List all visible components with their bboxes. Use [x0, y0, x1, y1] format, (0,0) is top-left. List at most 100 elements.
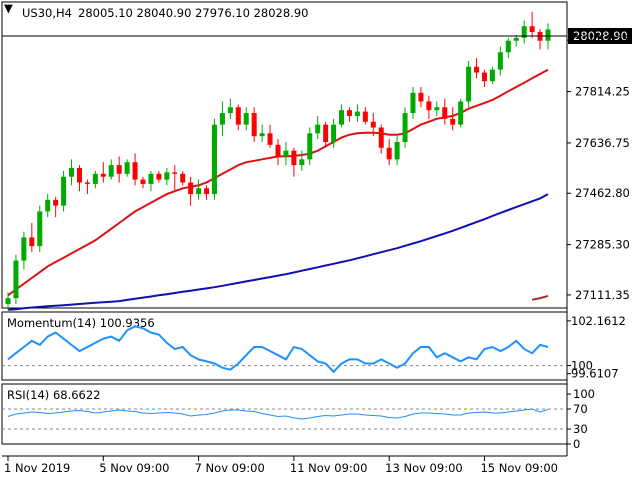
candle-body — [283, 150, 289, 157]
candle-body — [339, 110, 345, 125]
ma-long-line — [531, 294, 549, 301]
collapse-triangle-icon[interactable]: ▼ — [4, 1, 13, 15]
time-tick-label: 11 Nov 09:00 — [290, 461, 368, 475]
candle-body — [521, 26, 527, 38]
candle-body — [227, 107, 233, 114]
candle-body — [307, 133, 313, 160]
candle-body — [235, 107, 241, 125]
ma-slow-line — [7, 193, 549, 311]
rsi-tick-label: 70 — [573, 402, 588, 416]
candle-body — [92, 173, 98, 184]
candle-body — [426, 101, 432, 111]
time-tick-label: 15 Nov 09:00 — [480, 461, 558, 475]
candle-body — [474, 66, 480, 73]
candle-body — [204, 188, 210, 195]
candle-body — [315, 124, 321, 134]
rsi-line — [7, 408, 549, 420]
candle-body — [386, 147, 392, 160]
candle-body — [410, 92, 416, 114]
time-tick-label: 7 Nov 09:00 — [195, 461, 265, 475]
candle-body — [211, 124, 217, 195]
candle-body — [21, 237, 27, 261]
candle-body — [100, 173, 106, 177]
candle-body — [370, 121, 376, 128]
candle-body — [69, 168, 75, 177]
candle-body — [61, 176, 67, 206]
candle-body — [394, 141, 400, 160]
candle-body — [116, 165, 122, 174]
candle-body — [259, 133, 265, 137]
momentum-label: Momentum(14) 100.9356 — [7, 316, 155, 330]
candle-body — [291, 150, 297, 166]
candle-body — [505, 40, 511, 53]
candle-body — [243, 113, 249, 125]
candle-body — [5, 298, 11, 304]
candle-body — [219, 113, 225, 125]
candle-body — [164, 172, 170, 180]
candles — [5, 11, 551, 310]
candle-body — [188, 182, 194, 195]
candle-body — [37, 211, 43, 247]
candle-body — [402, 113, 408, 142]
candle-body — [513, 37, 519, 41]
candle-body — [84, 182, 90, 184]
candle-body — [418, 92, 424, 102]
rsi-content — [2, 408, 567, 430]
candle-body — [497, 52, 503, 70]
candle-body — [196, 188, 202, 195]
candle-body — [323, 124, 329, 142]
time-tick-label: 5 Nov 09:00 — [99, 461, 169, 475]
price-tick-label: 27462.80 — [575, 186, 630, 200]
momentum-tick-label: 102.1612 — [571, 314, 626, 328]
candle-body — [53, 199, 59, 206]
candle-body — [29, 237, 35, 247]
rsi-tick-label: 0 — [573, 437, 580, 451]
time-axis: 1 Nov 2019 5 Nov 09:00 7 Nov 09:00 11 Nov 0… — [4, 456, 558, 475]
candle-body — [458, 101, 464, 125]
candle-body — [434, 107, 440, 111]
candle-body — [13, 260, 19, 299]
candle-body — [76, 168, 82, 183]
candle-body — [529, 26, 535, 33]
rsi-label: RSI(14) 68.6622 — [7, 388, 101, 402]
candle-body — [45, 199, 51, 212]
price-tick-label: 27636.75 — [575, 136, 630, 150]
candle-body — [140, 179, 146, 184]
candle-body — [251, 113, 257, 137]
momentum-content — [2, 325, 567, 374]
candle-body — [331, 124, 337, 142]
price-tick-label: 27814.25 — [575, 85, 630, 99]
price-tick-label: 27991.75 — [575, 33, 630, 47]
candle-body — [450, 118, 456, 125]
candle-body — [466, 66, 472, 102]
candle-body — [378, 127, 384, 148]
candle-body — [481, 72, 487, 82]
candle-body — [108, 165, 114, 177]
candle-body — [267, 133, 273, 145]
candle-body — [132, 162, 138, 180]
momentum-tick-label: 100 — [571, 359, 593, 373]
candle-body — [442, 107, 448, 119]
candle-body — [354, 111, 360, 116]
candle-body — [124, 162, 130, 174]
candle-body — [156, 173, 162, 180]
current-price-box — [568, 28, 632, 44]
price-axis: 27991.75 27814.25 27636.75 27462.80 27285.30… — [567, 33, 630, 302]
rsi-tick-label: 30 — [573, 422, 588, 436]
candle-body — [362, 111, 368, 122]
time-tick-label: 1 Nov 2019 — [4, 461, 70, 475]
momentum-line — [7, 325, 549, 374]
candle-body — [346, 110, 352, 116]
ohlc-label: 28005.10 28040.90 27976.10 28028.90 — [78, 6, 308, 20]
candle-body — [545, 29, 551, 41]
momentum-tick-label: 99.6107 — [571, 367, 619, 381]
candle-body — [180, 173, 186, 183]
rsi-tick-label: 100 — [573, 387, 595, 401]
current-price-value: 28028.90 — [573, 29, 628, 43]
candle-body — [172, 172, 178, 174]
price-tick-label: 27111.35 — [575, 288, 630, 302]
candle-body — [275, 144, 281, 157]
